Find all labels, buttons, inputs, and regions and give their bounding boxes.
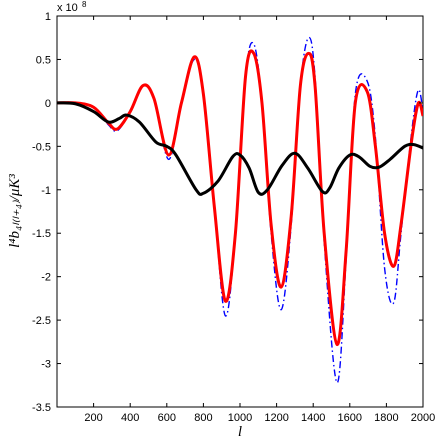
y-tick-label: 0 — [45, 98, 51, 110]
x-tick-label: 1200 — [264, 412, 288, 424]
y-tick-label: -2.5 — [32, 315, 51, 327]
y-tick-label: -1 — [41, 185, 51, 197]
y-tick-label: -1.5 — [32, 228, 51, 240]
y-multiplier-exponent: 8 — [82, 0, 87, 9]
series-line-2 — [57, 101, 423, 196]
y-tick-label: -3 — [41, 359, 51, 371]
x-tick-label: 1800 — [374, 412, 398, 424]
y-tick-label: -0.5 — [32, 141, 51, 153]
y-tick-label: -3.5 — [32, 402, 51, 414]
series-line-1 — [57, 49, 423, 346]
tick-layer: 200 400 600 800 1000 1200 1400 1600 1800 2000 -3.5… — [32, 11, 435, 424]
x-tick-label: 1000 — [228, 412, 252, 424]
series-layer — [57, 36, 423, 384]
x-tick-label: 800 — [194, 412, 212, 424]
x-tick-label: 2000 — [411, 412, 435, 424]
x-tick-label: 600 — [158, 412, 176, 424]
x-tick-label: 400 — [121, 412, 139, 424]
x-axis-label: l — [238, 424, 242, 439]
x-tick-label: 200 — [84, 412, 102, 424]
plot-frame — [56, 15, 424, 408]
y-tick-label: 1 — [45, 11, 51, 23]
x-tick-label: 1400 — [301, 412, 325, 424]
x-tick-label: 1600 — [338, 412, 362, 424]
y-tick-label: -2 — [41, 272, 51, 284]
y-tick-label: 0.5 — [36, 54, 51, 66]
y-axis-label: l⁴b₄ₗ₍ₗ₊₄₎/μK³ — [7, 174, 23, 248]
y-multiplier-label: x 10 — [57, 2, 78, 14]
